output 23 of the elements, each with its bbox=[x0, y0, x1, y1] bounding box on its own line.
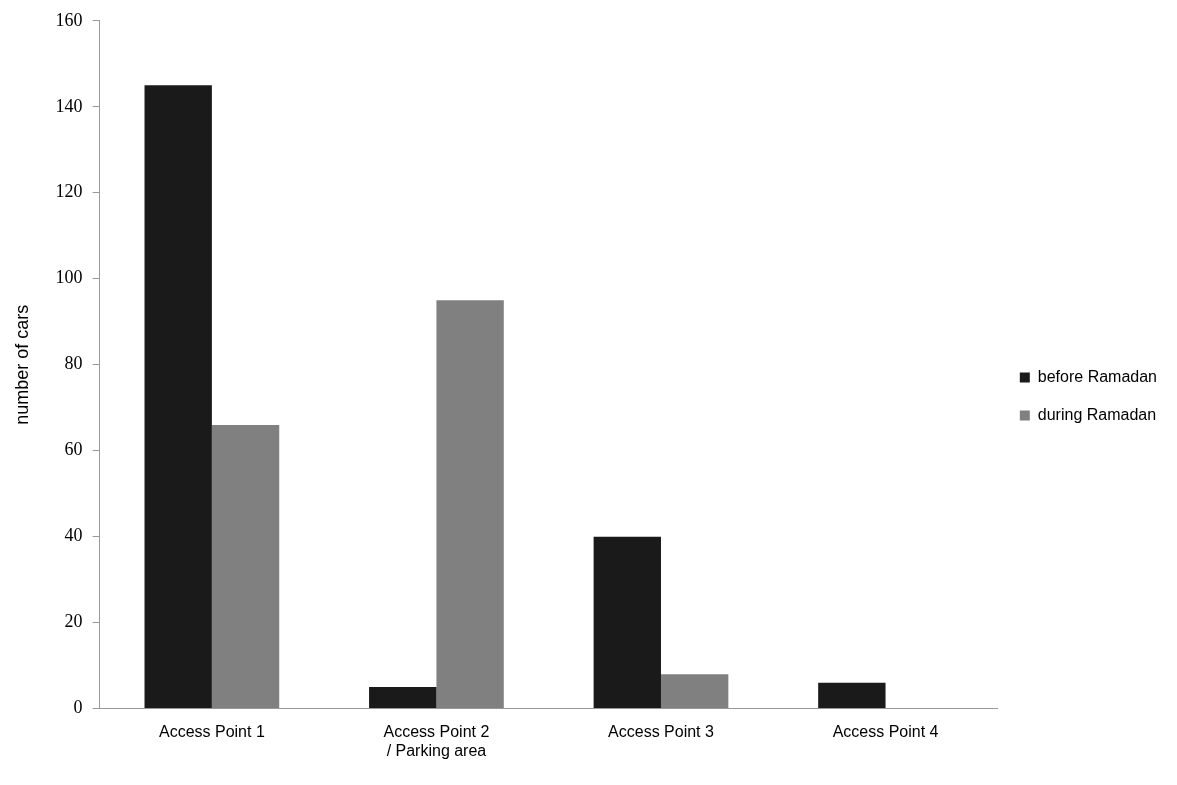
bar bbox=[818, 682, 886, 709]
y-tick-label: 80 bbox=[64, 353, 83, 374]
legend-label: during Ramadan bbox=[1037, 405, 1157, 423]
bar bbox=[436, 300, 504, 709]
bar bbox=[211, 424, 280, 709]
bar bbox=[593, 536, 661, 709]
bar bbox=[144, 85, 212, 709]
x-tick-label: Access Point 1 bbox=[158, 722, 265, 740]
y-tick-label: 160 bbox=[55, 9, 83, 30]
y-tick-label: 120 bbox=[55, 181, 83, 202]
y-tick-label: 0 bbox=[73, 697, 83, 718]
y-tick-label: 100 bbox=[55, 267, 83, 288]
legend-label: before Ramadan bbox=[1037, 367, 1157, 385]
x-tick-label: Access Point 4 bbox=[832, 722, 939, 740]
y-tick-label: 40 bbox=[64, 525, 83, 546]
bar bbox=[369, 687, 437, 709]
bar bbox=[660, 674, 729, 709]
y-tick-label: 140 bbox=[55, 95, 83, 116]
y-axis-title: number of cars bbox=[11, 304, 32, 425]
y-tick-label: 60 bbox=[64, 439, 83, 460]
y-tick-label: 20 bbox=[64, 611, 83, 632]
x-tick-label: Access Point 2 / Parking area bbox=[383, 722, 490, 759]
x-tick-label: Access Point 3 bbox=[608, 722, 714, 740]
